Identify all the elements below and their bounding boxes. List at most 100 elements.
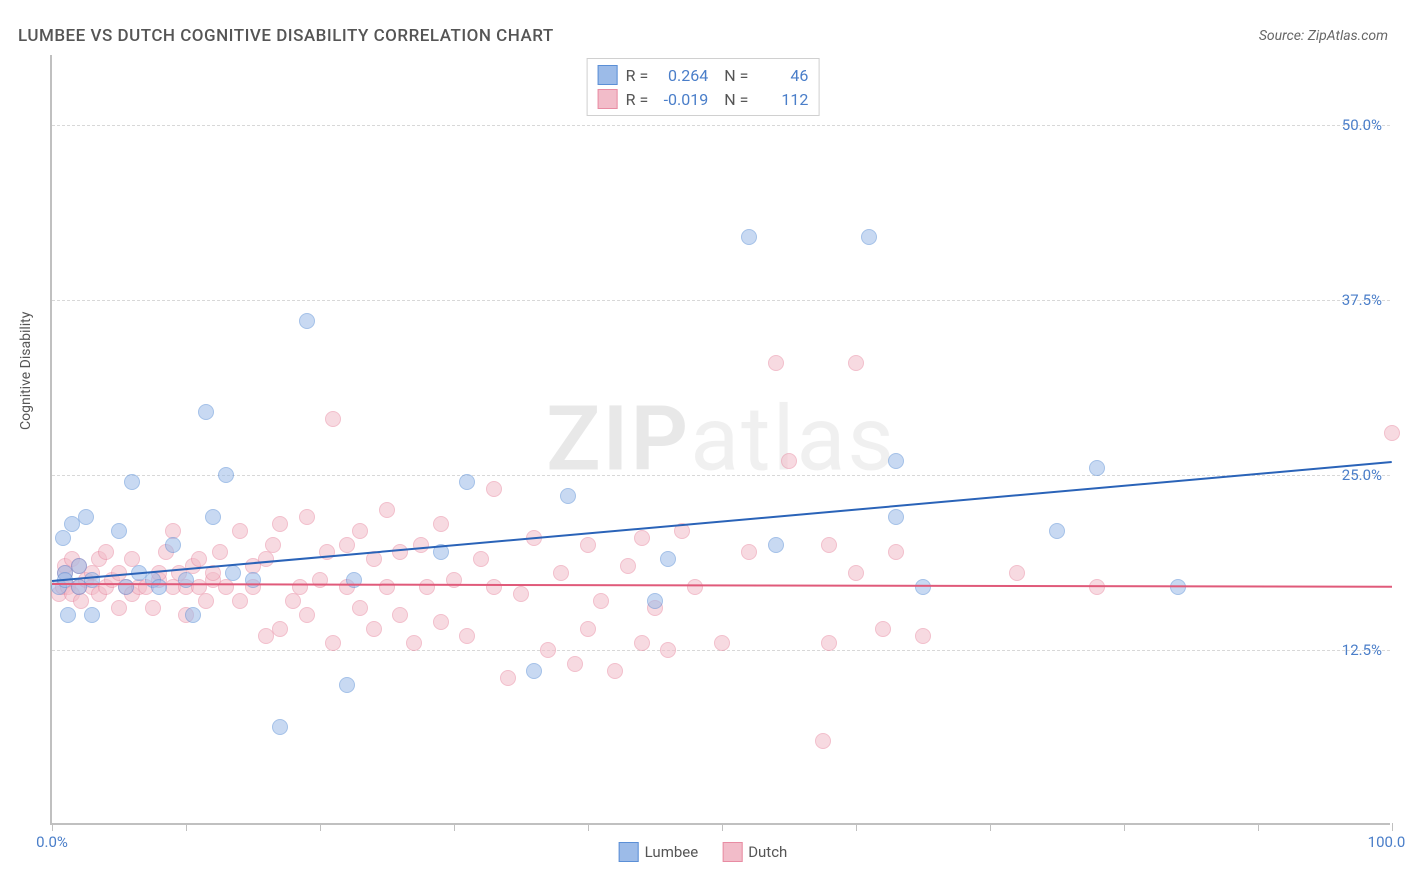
legend-swatch [619,842,639,862]
data-point [848,565,864,581]
data-point [526,663,542,679]
data-point [473,551,489,567]
data-point [185,607,201,623]
data-point [111,600,127,616]
data-point [459,474,475,490]
data-point [419,579,435,595]
data-point [1049,523,1065,539]
data-point [312,572,328,588]
legend-series-name: Lumbee [645,843,699,861]
legend-swatch [722,842,742,862]
legend-n-label: N = [724,66,748,85]
data-point [406,635,422,651]
chart-container: LUMBEE VS DUTCH COGNITIVE DISABILITY COR… [0,0,1406,892]
data-point [60,607,76,623]
x-tick [52,823,53,831]
data-point [861,229,877,245]
data-point [299,313,315,329]
data-point [366,621,382,637]
legend-r-value: 0.264 [656,66,708,85]
x-tick [990,823,991,831]
legend-correlation: R =0.264N =46R =-0.019N =112 [587,58,820,116]
data-point [433,614,449,630]
data-point [486,579,502,595]
chart-title: LUMBEE VS DUTCH COGNITIVE DISABILITY COR… [18,26,554,46]
data-point [888,453,904,469]
data-point [55,530,71,546]
data-point [413,537,429,553]
data-point [607,663,623,679]
data-point [821,537,837,553]
x-tick [856,823,857,831]
data-point [272,621,288,637]
y-tick-label: 50.0% [1342,116,1382,134]
data-point [888,509,904,525]
plot-area: ZIPatlas 12.5%25.0%37.5%50.0%0.0%100.0% [50,55,1390,825]
data-point [687,579,703,595]
data-point [459,628,475,644]
data-point [299,607,315,623]
data-point [567,656,583,672]
data-point [1089,460,1105,476]
x-tick [454,823,455,831]
data-point [634,635,650,651]
data-point [660,551,676,567]
data-point [781,453,797,469]
data-point [875,621,891,637]
gridline [52,300,1390,301]
gridline [52,475,1390,476]
data-point [848,355,864,371]
x-tick-label: 100.0% [1368,833,1406,851]
data-point [325,411,341,427]
data-point [634,530,650,546]
data-point [486,481,502,497]
trend-line [52,461,1392,582]
data-point [392,544,408,560]
data-point [272,719,288,735]
data-point [178,572,194,588]
legend-n-label: N = [724,90,748,109]
data-point [339,537,355,553]
data-point [513,586,529,602]
legend-r-label: R = [626,66,649,85]
data-point [915,628,931,644]
data-point [205,509,221,525]
legend-series-name: Dutch [748,843,787,861]
data-point [580,537,596,553]
legend-series: Lumbee Dutch [619,842,788,862]
data-point [741,229,757,245]
data-point [580,621,596,637]
x-tick [186,823,187,831]
x-tick [1124,823,1125,831]
data-point [660,642,676,658]
data-point [593,593,609,609]
data-point [915,579,931,595]
data-point [118,579,134,595]
data-point [111,523,127,539]
data-point [265,537,281,553]
data-point [888,544,904,560]
data-point [272,516,288,532]
data-point [198,404,214,420]
data-point [73,593,89,609]
x-tick [1258,823,1259,831]
data-point [821,635,837,651]
data-point [78,509,94,525]
data-point [218,579,234,595]
data-point [500,670,516,686]
data-point [741,544,757,560]
legend-series-item: Lumbee [619,842,699,862]
data-point [71,558,87,574]
data-point [325,635,341,651]
data-point [84,607,100,623]
y-tick-label: 37.5% [1342,291,1382,309]
gridline [52,125,1390,126]
legend-r-label: R = [626,90,649,109]
x-tick-label: 0.0% [36,833,68,851]
data-point [285,593,301,609]
source-label: Source: ZipAtlas.com [1259,28,1388,44]
legend-row: R =0.264N =46 [598,63,809,87]
data-point [540,642,556,658]
data-point [768,355,784,371]
data-point [339,677,355,693]
